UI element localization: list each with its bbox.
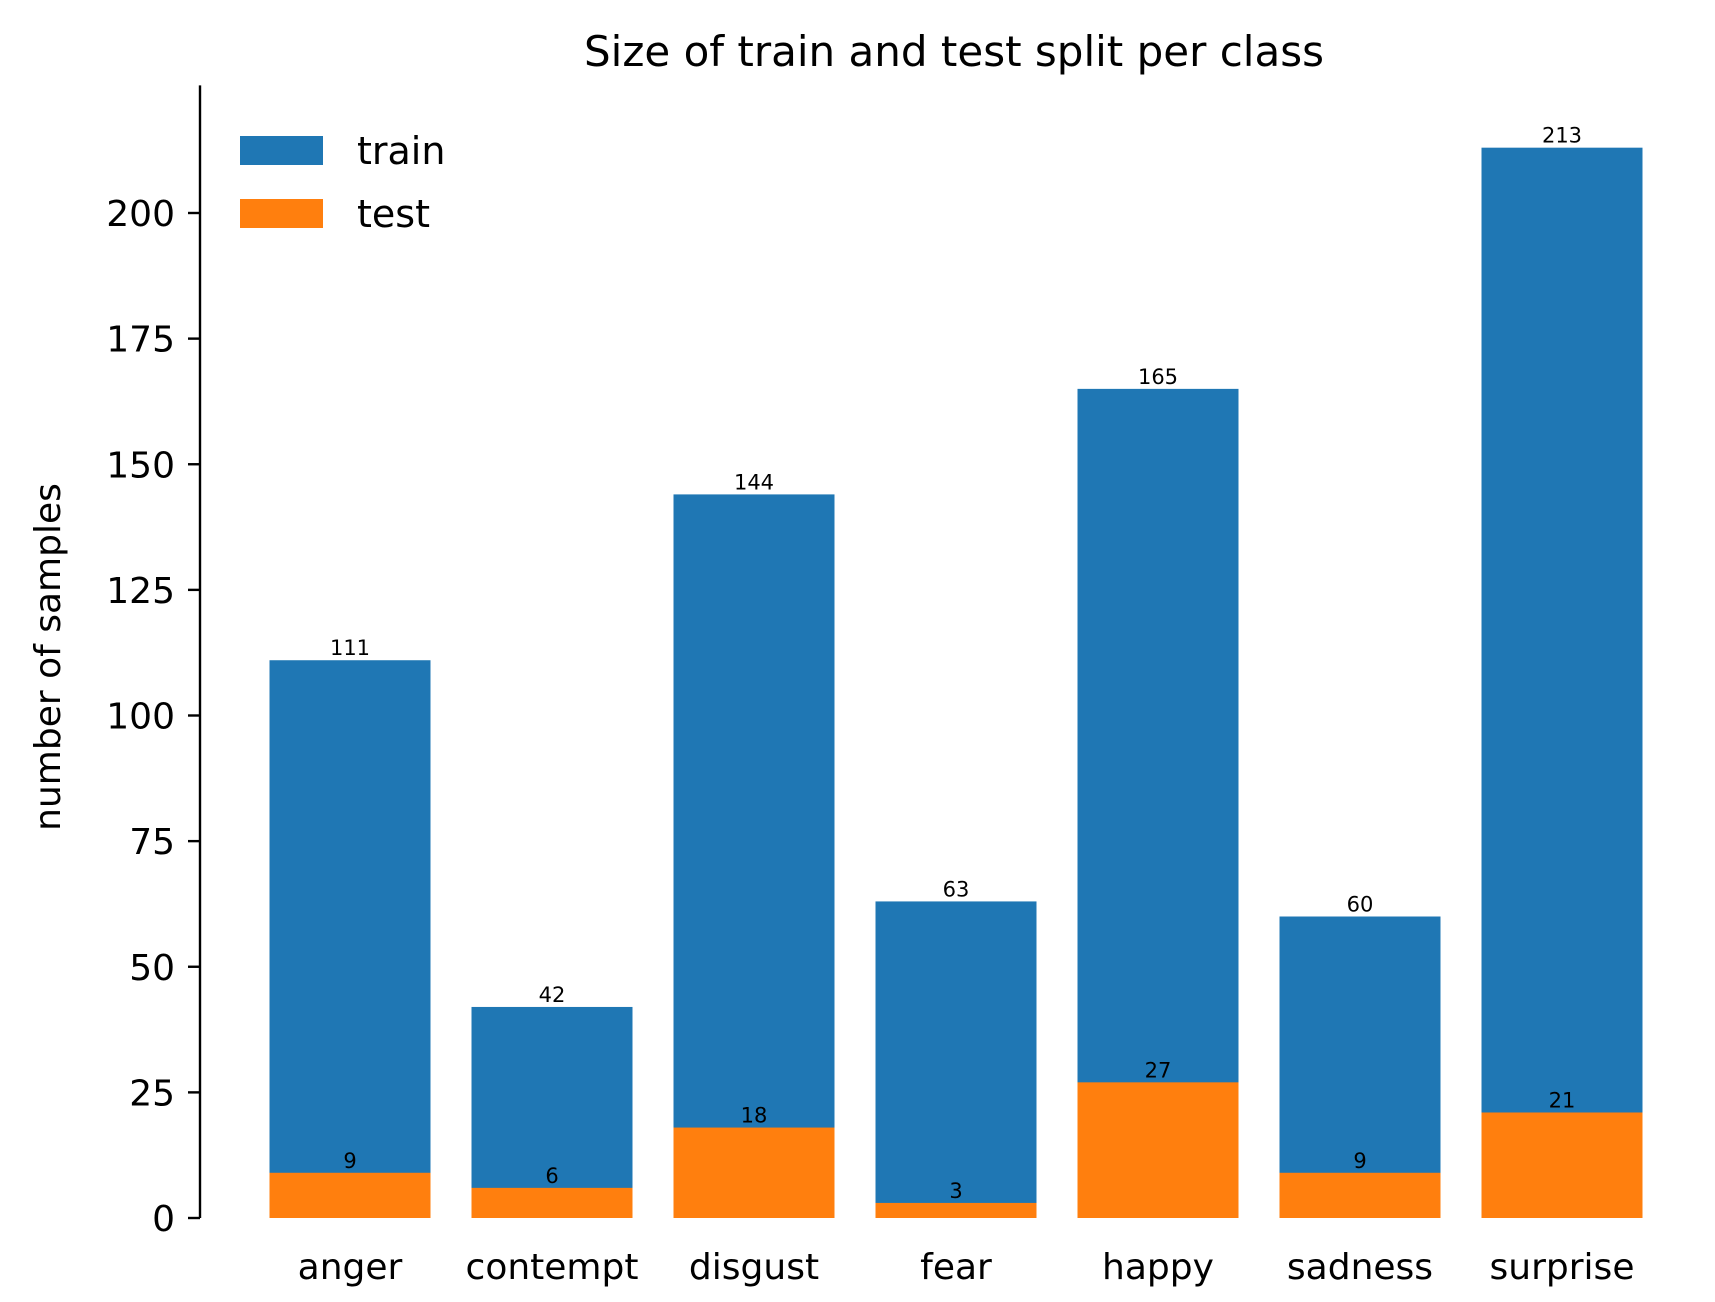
data-label-train-anger: 111 [330, 636, 370, 660]
bar-test-anger [269, 1172, 431, 1218]
data-labels-layer: 111 42 144 63 165 60 213 9 6 18 3 27 9 21 [330, 124, 1582, 1203]
bar-test-fear [875, 1202, 1037, 1218]
legend-swatch-train [240, 136, 323, 165]
bar-test-sadness [1279, 1172, 1441, 1218]
bar-train-fear [875, 901, 1037, 1218]
data-label-test-contempt: 6 [545, 1164, 558, 1188]
bar-train-surprise [1481, 147, 1643, 1218]
bars-layer [269, 147, 1643, 1218]
y-tick-label-0: 0 [152, 1199, 175, 1240]
x-axis-ticks: anger contempt disgust fear happy sadness surp… [298, 1247, 1635, 1288]
x-tick-label-contempt: contempt [466, 1247, 639, 1288]
y-tick-label-50: 50 [129, 948, 175, 989]
x-tick-label-fear: fear [920, 1247, 992, 1288]
y-tick-label-100: 100 [106, 697, 175, 738]
bar-test-happy [1077, 1082, 1239, 1218]
chart-title: Size of train and test split per class [584, 27, 1324, 76]
y-tick-label-200: 200 [106, 194, 175, 235]
x-tick-label-happy: happy [1102, 1247, 1214, 1288]
bar-train-sadness [1279, 916, 1441, 1218]
bar-train-happy [1077, 388, 1239, 1218]
x-tick-label-anger: anger [298, 1247, 403, 1288]
legend-swatch-test [240, 199, 323, 228]
y-tick-label-125: 125 [106, 571, 175, 612]
bar-test-disgust [673, 1127, 835, 1218]
y-tick-label-150: 150 [106, 445, 175, 486]
data-label-test-surprise: 21 [1549, 1088, 1576, 1112]
x-tick-label-sadness: sadness [1287, 1247, 1433, 1288]
legend-label-train: train [357, 129, 445, 173]
data-label-test-anger: 9 [343, 1149, 356, 1173]
bar-train-contempt [471, 1006, 633, 1218]
data-label-test-happy: 27 [1145, 1058, 1172, 1082]
x-tick-label-surprise: surprise [1490, 1247, 1635, 1288]
y-tick-label-25: 25 [129, 1073, 175, 1114]
y-axis-label: number of samples [28, 483, 69, 831]
bar-test-contempt [471, 1187, 633, 1218]
data-label-train-surprise: 213 [1542, 124, 1582, 148]
legend: train test [240, 129, 445, 236]
y-tick-label-75: 75 [129, 822, 175, 863]
x-tick-label-disgust: disgust [689, 1247, 819, 1288]
bar-train-anger [269, 660, 431, 1218]
data-label-test-fear: 3 [949, 1179, 962, 1203]
bar-test-surprise [1481, 1112, 1643, 1218]
data-label-train-happy: 165 [1138, 365, 1178, 389]
y-axis: 0 25 50 75 100 125 150 175 200 [106, 85, 202, 1240]
bar-train-disgust [673, 494, 835, 1218]
y-tick-label-175: 175 [106, 320, 175, 361]
data-label-test-disgust: 18 [741, 1104, 768, 1128]
legend-label-test: test [357, 192, 430, 236]
data-label-test-sadness: 9 [1353, 1149, 1366, 1173]
data-label-train-contempt: 42 [539, 983, 566, 1007]
data-label-train-fear: 63 [943, 877, 970, 901]
data-label-train-disgust: 144 [734, 470, 774, 494]
data-label-train-sadness: 60 [1347, 893, 1374, 917]
